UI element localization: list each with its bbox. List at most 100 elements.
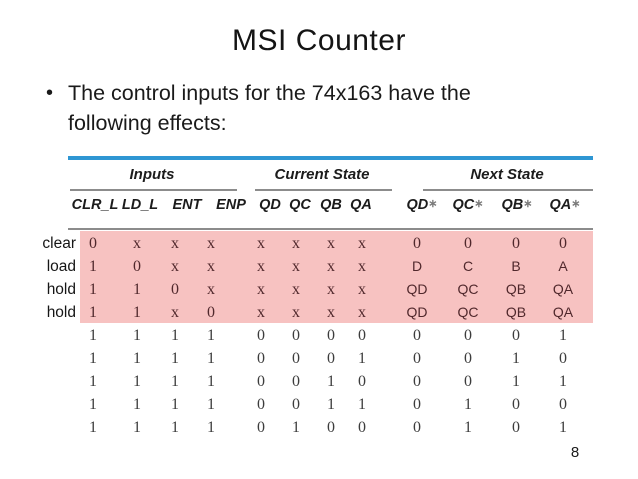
- column-header-qc-star: QC∗: [452, 197, 484, 213]
- table-cell: x: [327, 280, 335, 298]
- column-header-qd: QD: [259, 197, 281, 213]
- table-cell: 0: [257, 372, 265, 390]
- column-header-clr_l: CLR_L: [71, 197, 119, 213]
- column-header-ent: ENT: [172, 197, 202, 213]
- table-cell: QC: [457, 303, 479, 320]
- table-cell: QB: [505, 303, 527, 320]
- table-cell: 1: [559, 326, 567, 344]
- table-cell: 0: [257, 418, 265, 436]
- table-cell: 1: [327, 395, 335, 413]
- table-cell: 1: [133, 326, 141, 344]
- table-cell: 1: [327, 372, 335, 390]
- table-cell: x: [207, 257, 215, 275]
- column-header-qd-star: QD∗: [406, 197, 438, 213]
- group-header-inputs: Inputs: [129, 166, 175, 183]
- table-cell: QD: [406, 303, 428, 320]
- table-cell: 1: [133, 372, 141, 390]
- table-cell: 0: [257, 395, 265, 413]
- table-cell: x: [327, 234, 335, 252]
- column-header-underline: [68, 228, 593, 230]
- table-cell: 1: [133, 395, 141, 413]
- table-cell: x: [358, 257, 366, 275]
- table-cell: 1: [464, 395, 472, 413]
- page-title: MSI Counter: [232, 24, 406, 57]
- table-cell: 0: [413, 395, 421, 413]
- bullet-icon: •: [46, 82, 54, 104]
- table-cell: x: [257, 280, 265, 298]
- table-cell: 0: [292, 395, 300, 413]
- table-cell: 0: [292, 372, 300, 390]
- table-cell: x: [207, 280, 215, 298]
- table-cell: 0: [358, 418, 366, 436]
- table-cell: 1: [358, 395, 366, 413]
- table-cell: 1: [89, 372, 97, 390]
- row-label-hold: hold: [46, 280, 76, 298]
- table-cell: 0: [292, 326, 300, 344]
- table-cell: 0: [464, 326, 472, 344]
- current-state-underline: [255, 189, 392, 191]
- column-header-qb-star: QB∗: [501, 197, 533, 213]
- table-cell: x: [327, 303, 335, 321]
- column-header-qa-star: QA∗: [549, 197, 581, 213]
- table-cell: 0: [327, 349, 335, 367]
- table-cell: 0: [464, 372, 472, 390]
- column-header-enp: ENP: [216, 197, 246, 213]
- table-cell: x: [292, 234, 300, 252]
- table-cell: 1: [89, 418, 97, 436]
- table-cell: 1: [89, 303, 97, 321]
- table-cell: 0: [512, 326, 520, 344]
- table-cell: QA: [552, 303, 574, 320]
- table-cell: x: [358, 280, 366, 298]
- row-label-load: load: [46, 257, 76, 275]
- table-cell: 1: [89, 395, 97, 413]
- next-state-underline: [423, 189, 593, 191]
- table-cell: 1: [171, 372, 179, 390]
- table-cell: 0: [327, 326, 335, 344]
- table-cell: 0: [512, 395, 520, 413]
- table-cell: 1: [171, 349, 179, 367]
- table-cell: 1: [207, 372, 215, 390]
- table-cell: 0: [464, 349, 472, 367]
- table-cell: 0: [559, 234, 567, 252]
- table-cell: 0: [413, 372, 421, 390]
- table-cell: 1: [89, 280, 97, 298]
- table-cell: QC: [457, 280, 479, 297]
- table-cell: x: [171, 257, 179, 275]
- table-cell: 1: [133, 418, 141, 436]
- row-label-hold: hold: [46, 303, 76, 321]
- table-cell: 0: [358, 372, 366, 390]
- table-cell: x: [207, 234, 215, 252]
- table-cell: 1: [358, 349, 366, 367]
- table-cell: 0: [207, 303, 215, 321]
- bullet-text: The control inputs for the 74x163 have t…: [68, 81, 471, 135]
- table-cell: 0: [413, 234, 421, 252]
- table-cell: QB: [505, 280, 527, 297]
- table-cell: x: [327, 257, 335, 275]
- table-cell: 1: [292, 418, 300, 436]
- table-cell: D: [411, 257, 423, 274]
- table-cell: 0: [559, 395, 567, 413]
- table-cell: 1: [133, 303, 141, 321]
- table-cell: 0: [512, 234, 520, 252]
- column-header-qa: QA: [350, 197, 372, 213]
- table-cell: 0: [89, 234, 97, 252]
- table-cell: x: [133, 234, 141, 252]
- table-cell: 0: [257, 326, 265, 344]
- table-cell: 0: [413, 418, 421, 436]
- table-cell: x: [292, 280, 300, 298]
- table-cell: 1: [89, 349, 97, 367]
- table-cell: 0: [413, 349, 421, 367]
- table-cell: x: [292, 303, 300, 321]
- column-header-qc: QC: [289, 197, 311, 213]
- table-cell: x: [171, 234, 179, 252]
- table-cell: 1: [464, 418, 472, 436]
- table-cell: 1: [207, 418, 215, 436]
- page-number: 8: [570, 444, 580, 461]
- column-header-qb: QB: [320, 197, 342, 213]
- table-cell: 1: [559, 372, 567, 390]
- table-cell: 1: [133, 280, 141, 298]
- table-cell: B: [511, 257, 521, 274]
- table-cell: 1: [207, 326, 215, 344]
- table-cell: x: [358, 234, 366, 252]
